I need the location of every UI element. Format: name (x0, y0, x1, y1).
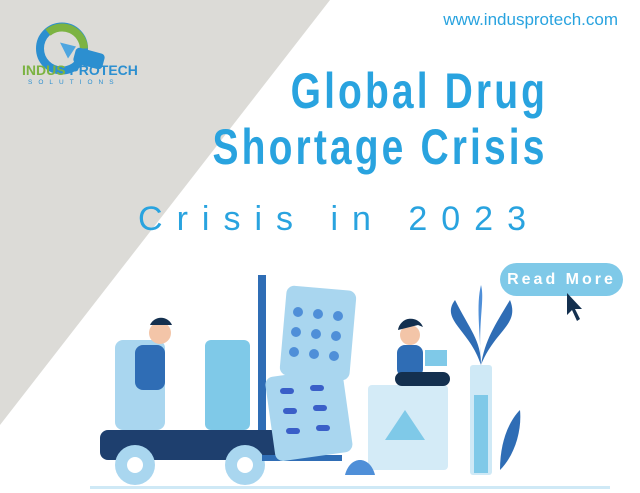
read-more-button[interactable]: Read More (500, 263, 623, 296)
brand-name-part2: PROTECH (69, 62, 138, 78)
plant-illustration (345, 285, 521, 475)
ips-logo-icon (36, 22, 105, 75)
cursor-arrow-icon (567, 293, 582, 321)
headline-line3: Crisis in 2023 (138, 200, 540, 238)
website-link[interactable]: www.indusprotech.com (443, 10, 618, 29)
brand-subtitle: SOLUTIONS (28, 79, 120, 86)
woman-laptop-illustration (368, 318, 450, 470)
forklift-illustration (100, 275, 342, 485)
drug-shortage-illustration (90, 275, 610, 489)
brand-name-part1: INDUS (22, 62, 66, 78)
brand-name: INDUS PROTECH (22, 62, 138, 78)
headline-line2: Shortage Crisis (212, 119, 548, 175)
pill-blister-illustration (265, 285, 357, 461)
headline-line1: Global Drug (290, 63, 548, 119)
